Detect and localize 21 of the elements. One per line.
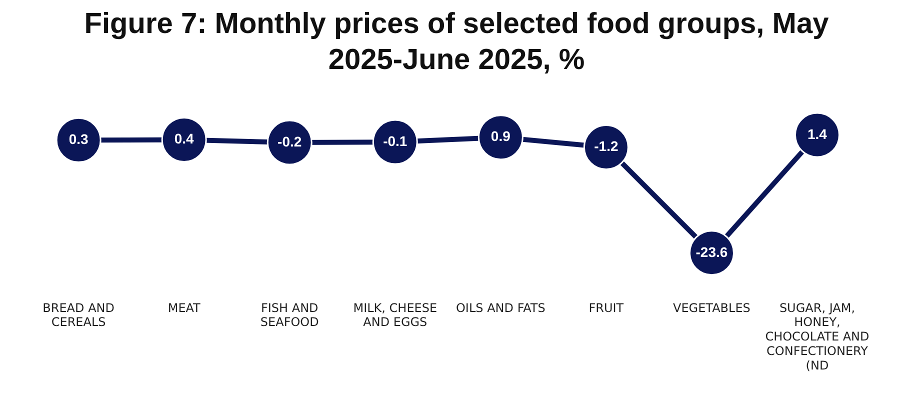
x-tick-label: FRUIT — [588, 300, 624, 315]
data-label: 0.4 — [174, 130, 194, 147]
point — [161, 116, 207, 162]
x-tick-label: BREAD AND CEREALS — [42, 300, 114, 330]
data-label: -0.1 — [383, 132, 408, 149]
point — [478, 114, 524, 160]
data-label: -23.6 — [696, 244, 728, 260]
point — [56, 117, 102, 163]
chart-title: Figure 7: Monthly prices of selected food groups, May 2025-June 2025, % — [83, 7, 830, 78]
point — [794, 112, 840, 158]
data-label: -0.2 — [278, 133, 302, 150]
data-label: 0.9 — [490, 128, 511, 144]
x-tick-label: MILK, CHEESE AND EGGS — [353, 300, 438, 330]
x-tick-label: FISH AND SEAFOOD — [260, 300, 319, 330]
x-tick-label: OILS AND FATS — [456, 300, 546, 315]
data-label: 0.3 — [68, 131, 89, 148]
x-tick-label: SUGAR, JAM, HONEY, CHOCOLATE AND CONFECTIONERY (ND — [765, 300, 870, 372]
x-tick-label: MEAT — [168, 300, 202, 315]
data-label: -1.2 — [594, 138, 618, 154]
x-tick-label: VEGETABLES — [673, 300, 750, 315]
data-label: 1.4 — [808, 126, 828, 142]
